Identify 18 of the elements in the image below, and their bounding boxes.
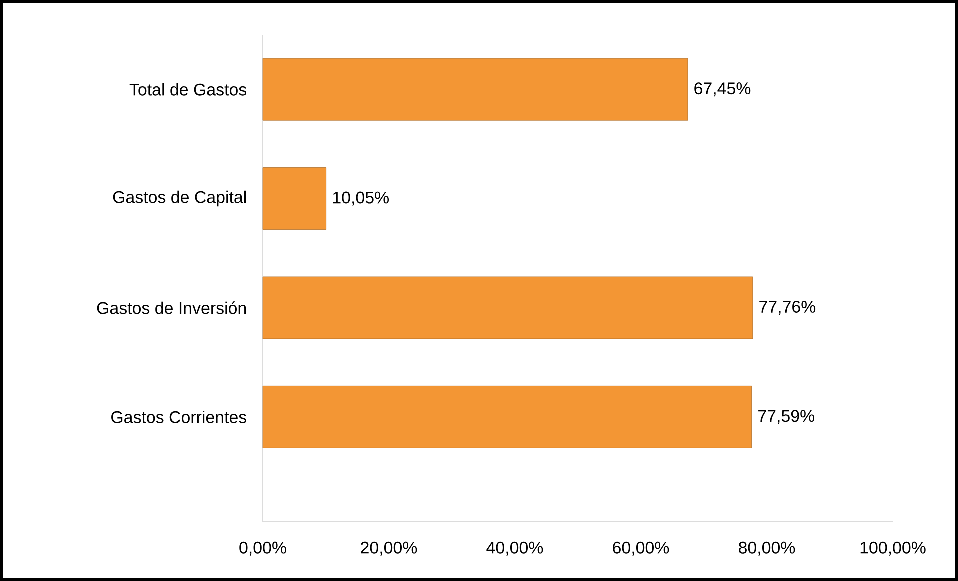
bar bbox=[262, 168, 327, 230]
bar bbox=[262, 386, 752, 448]
data-label: 67,45% bbox=[694, 82, 751, 97]
y-tick-label: Total de Gastos bbox=[130, 83, 247, 96]
bar bbox=[262, 58, 688, 121]
y-tick-label: Gastos Corrientes bbox=[112, 410, 247, 424]
x-tick-label: 0,00% bbox=[240, 542, 286, 556]
data-label: 77,59% bbox=[758, 410, 814, 424]
x-tick-label: 20,00% bbox=[361, 542, 418, 556]
data-label: 77,76% bbox=[760, 300, 816, 315]
y-tick-label: Gastos de Capital bbox=[113, 190, 246, 207]
bar bbox=[262, 276, 754, 340]
x-tick-label: 80,00% bbox=[739, 542, 796, 556]
y-tick-label: Gastos de Inversión bbox=[97, 302, 246, 314]
data-label: 10,05% bbox=[333, 192, 389, 206]
x-tick-label: 40,00% bbox=[486, 542, 544, 556]
x-tick-label: 60,00% bbox=[613, 542, 670, 556]
x-tick-label: 100,00% bbox=[860, 542, 926, 556]
